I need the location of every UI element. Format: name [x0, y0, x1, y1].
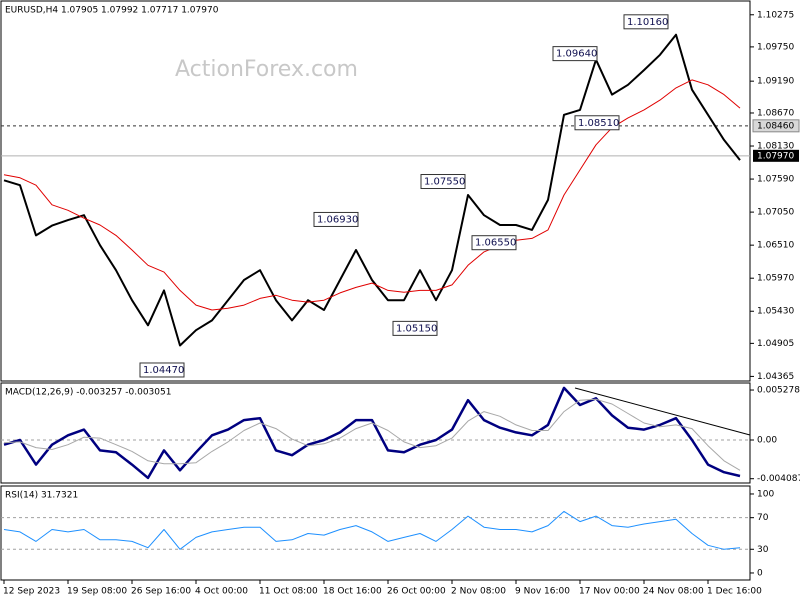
annotation-box	[420, 174, 466, 190]
annotation-label: 1.05150	[396, 323, 437, 334]
annotation-label: 1.06550	[475, 238, 516, 249]
x-tick-label: 11 Oct 08:00	[259, 587, 318, 597]
x-tick-label: 26 Oct 00:00	[387, 587, 446, 597]
series-line	[3, 33, 741, 347]
y-tick-label: 1.09190	[757, 77, 794, 87]
panel-border	[0, 0, 751, 382]
y-tick-label: 1.06510	[757, 241, 794, 251]
y-tick-label: 1.08130	[757, 142, 794, 152]
annotation-label: 1.04470	[143, 365, 184, 376]
series-line	[3, 510, 741, 550]
level-label: 1.08460	[757, 121, 794, 131]
y-tick-label: 1.07590	[757, 175, 794, 185]
x-tick-label: 9 Nov 16:00	[515, 587, 570, 597]
y-tick-label: 1.05430	[757, 307, 794, 317]
x-tick-label: 4 Oct 00:00	[195, 587, 248, 597]
y-tick-label: 1.08670	[757, 108, 794, 118]
y-tick-label: 1.10275	[757, 10, 794, 20]
x-tick-label: 2 Nov 08:00	[451, 587, 506, 597]
series-line	[3, 386, 741, 480]
annotation-label: 1.09640	[556, 49, 597, 60]
y-tick-label: 1.04905	[757, 339, 794, 349]
annotation-box	[139, 362, 185, 378]
annotation-label: 1.06930	[317, 214, 358, 225]
y-tick-label: 70	[757, 513, 769, 523]
annotation-label: 1.08510	[578, 118, 619, 129]
y-tick-label: 0.00	[757, 436, 777, 446]
level-label-box	[752, 119, 800, 133]
x-tick-label: 12 Sep 2023	[3, 587, 60, 597]
last-price-box	[753, 149, 799, 162]
panel-border	[0, 485, 751, 581]
y-tick-label: 1.09750	[757, 42, 794, 52]
y-tick-label: 1.04365	[757, 372, 794, 382]
x-tick-label: 24 Nov 08:00	[643, 587, 704, 597]
annotation-box	[313, 211, 359, 227]
annotation-box	[471, 235, 517, 251]
x-tick-label: 18 Oct 16:00	[323, 587, 382, 597]
y-tick-label: -0.004087	[757, 474, 800, 484]
y-tick-label: 1.07050	[757, 208, 794, 218]
annotation-box	[623, 14, 669, 30]
y-tick-label: 30	[757, 545, 769, 555]
y-tick-label: 1.05970	[757, 274, 794, 284]
annotation-label: 1.07550	[424, 177, 465, 188]
annotation-label: 1.10160	[627, 17, 668, 28]
panel-title: MACD(12,26,9) -0.003257 -0.003051	[5, 388, 171, 398]
panel-border	[0, 382, 751, 484]
panel-title: RSI(14) 31.7321	[5, 491, 78, 501]
trend-line	[574, 387, 751, 436]
y-tick-label: 0	[757, 568, 763, 578]
y-tick-label: 0.005278	[757, 386, 800, 396]
x-tick-label: 26 Sep 16:00	[131, 587, 191, 597]
annotation-box	[392, 320, 438, 336]
x-tick-label: 1 Dec 16:00	[707, 587, 762, 597]
annotation-box	[552, 46, 598, 62]
annotation-box	[574, 115, 620, 131]
x-tick-label: 19 Sep 08:00	[67, 587, 127, 597]
last-price-label: 1.07970	[757, 151, 794, 161]
series-line	[3, 398, 741, 471]
y-tick-label: 100	[757, 489, 774, 499]
watermark: ActionForex.com	[175, 57, 358, 82]
panel-title: EURUSD,H4 1.07905 1.07992 1.07717 1.0797…	[5, 6, 219, 16]
x-tick-label: 17 Nov 00:00	[579, 587, 640, 597]
